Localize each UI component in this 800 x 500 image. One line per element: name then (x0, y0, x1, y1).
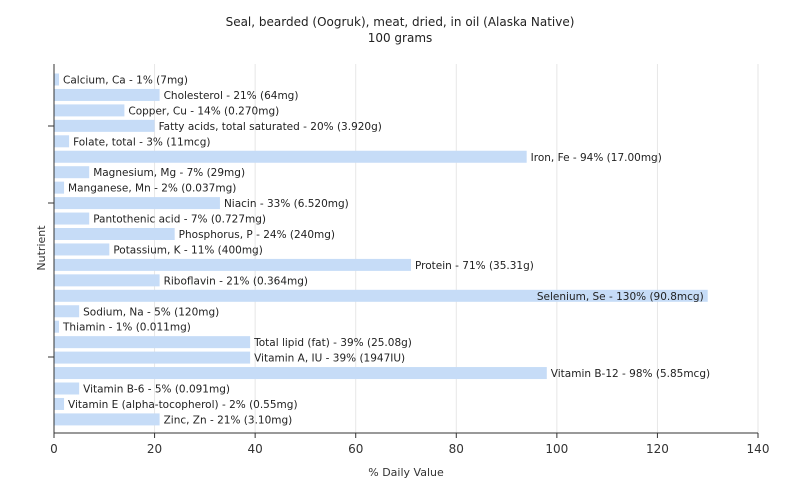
x-tick-label: 120 (646, 442, 669, 456)
bar (54, 73, 60, 86)
bar (54, 88, 160, 101)
bar-label: Copper, Cu - 14% (0.270mg) (128, 105, 279, 117)
bar-label: Riboflavin - 21% (0.364mg) (164, 275, 308, 287)
x-tick-label: 140 (747, 442, 770, 456)
bar-label: Protein - 71% (35.31g) (415, 260, 534, 272)
x-axis-title: % Daily Value (368, 466, 444, 479)
y-axis-title: Nutrient (35, 225, 48, 271)
bar-label: Total lipid (fat) - 39% (25.08g) (253, 337, 412, 349)
bar-label: Sodium, Na - 5% (120mg) (83, 306, 219, 318)
bar (54, 166, 90, 179)
bar-label: Vitamin B-6 - 5% (0.091mg) (83, 384, 230, 396)
bar (54, 181, 65, 194)
bar (54, 320, 60, 333)
bar (54, 243, 110, 256)
bar (54, 289, 708, 302)
bar-label: Calcium, Ca - 1% (7mg) (63, 75, 188, 87)
bar (54, 150, 527, 163)
chart-title-block: Seal, bearded (Oogruk), meat, dried, in … (0, 14, 800, 46)
bar-label: Manganese, Mn - 2% (0.037mg) (68, 183, 236, 195)
bar-label: Zinc, Zn - 21% (3.10mg) (164, 414, 293, 426)
axes: 0 20 40 60 80 100 120 140 (48, 64, 769, 456)
bar (54, 135, 70, 148)
x-tick-label: 100 (545, 442, 568, 456)
bar (54, 212, 90, 225)
x-tick-label: 0 (50, 442, 58, 456)
bar-label: Magnesium, Mg - 7% (29mg) (93, 167, 245, 179)
bar-label: Vitamin B-12 - 98% (5.85mcg) (551, 368, 710, 380)
bar-labels: Calcium, Ca - 1% (7mg) Cholesterol - 21% … (62, 75, 710, 427)
bar (54, 274, 160, 287)
x-tick-label: 20 (147, 442, 162, 456)
bar-label: Niacin - 33% (6.520mg) (224, 198, 349, 210)
bar (54, 336, 251, 349)
chart-title: Seal, bearded (Oogruk), meat, dried, in … (225, 15, 575, 29)
bar-label: Folate, total - 3% (11mcg) (73, 136, 210, 148)
bar (54, 397, 65, 410)
bar (54, 258, 412, 271)
bar-label: Vitamin A, IU - 39% (1947IU) (254, 353, 405, 365)
bar-label: Fatty acids, total saturated - 20% (3.92… (159, 121, 382, 133)
bar (54, 104, 125, 117)
bar-label: Phosphorus, P - 24% (240mg) (179, 229, 335, 241)
bar-label: Pantothenic acid - 7% (0.727mg) (93, 214, 266, 226)
bars (54, 73, 708, 426)
bar-label: Cholesterol - 21% (64mg) (164, 90, 299, 102)
x-tick-label: 60 (348, 442, 363, 456)
bar (54, 119, 155, 132)
x-tick-label: 40 (248, 442, 263, 456)
bar (54, 228, 175, 240)
bar-label: Vitamin E (alpha-tocopherol) - 2% (0.55m… (68, 399, 297, 411)
bar-label: Thiamin - 1% (0.011mg) (62, 322, 191, 334)
bar-label: Selenium, Se - 130% (90.8mcg) (537, 291, 704, 303)
bar (54, 305, 80, 318)
x-tick-label: 80 (449, 442, 464, 456)
bar-label: Iron, Fe - 94% (17.00mg) (531, 152, 662, 164)
bar (54, 197, 220, 210)
bar (54, 367, 547, 380)
bar (54, 413, 160, 426)
bar-label: Potassium, K - 11% (400mg) (113, 244, 263, 256)
bar (54, 351, 251, 364)
bar (54, 382, 80, 395)
chart-subtitle: 100 grams (367, 31, 433, 45)
